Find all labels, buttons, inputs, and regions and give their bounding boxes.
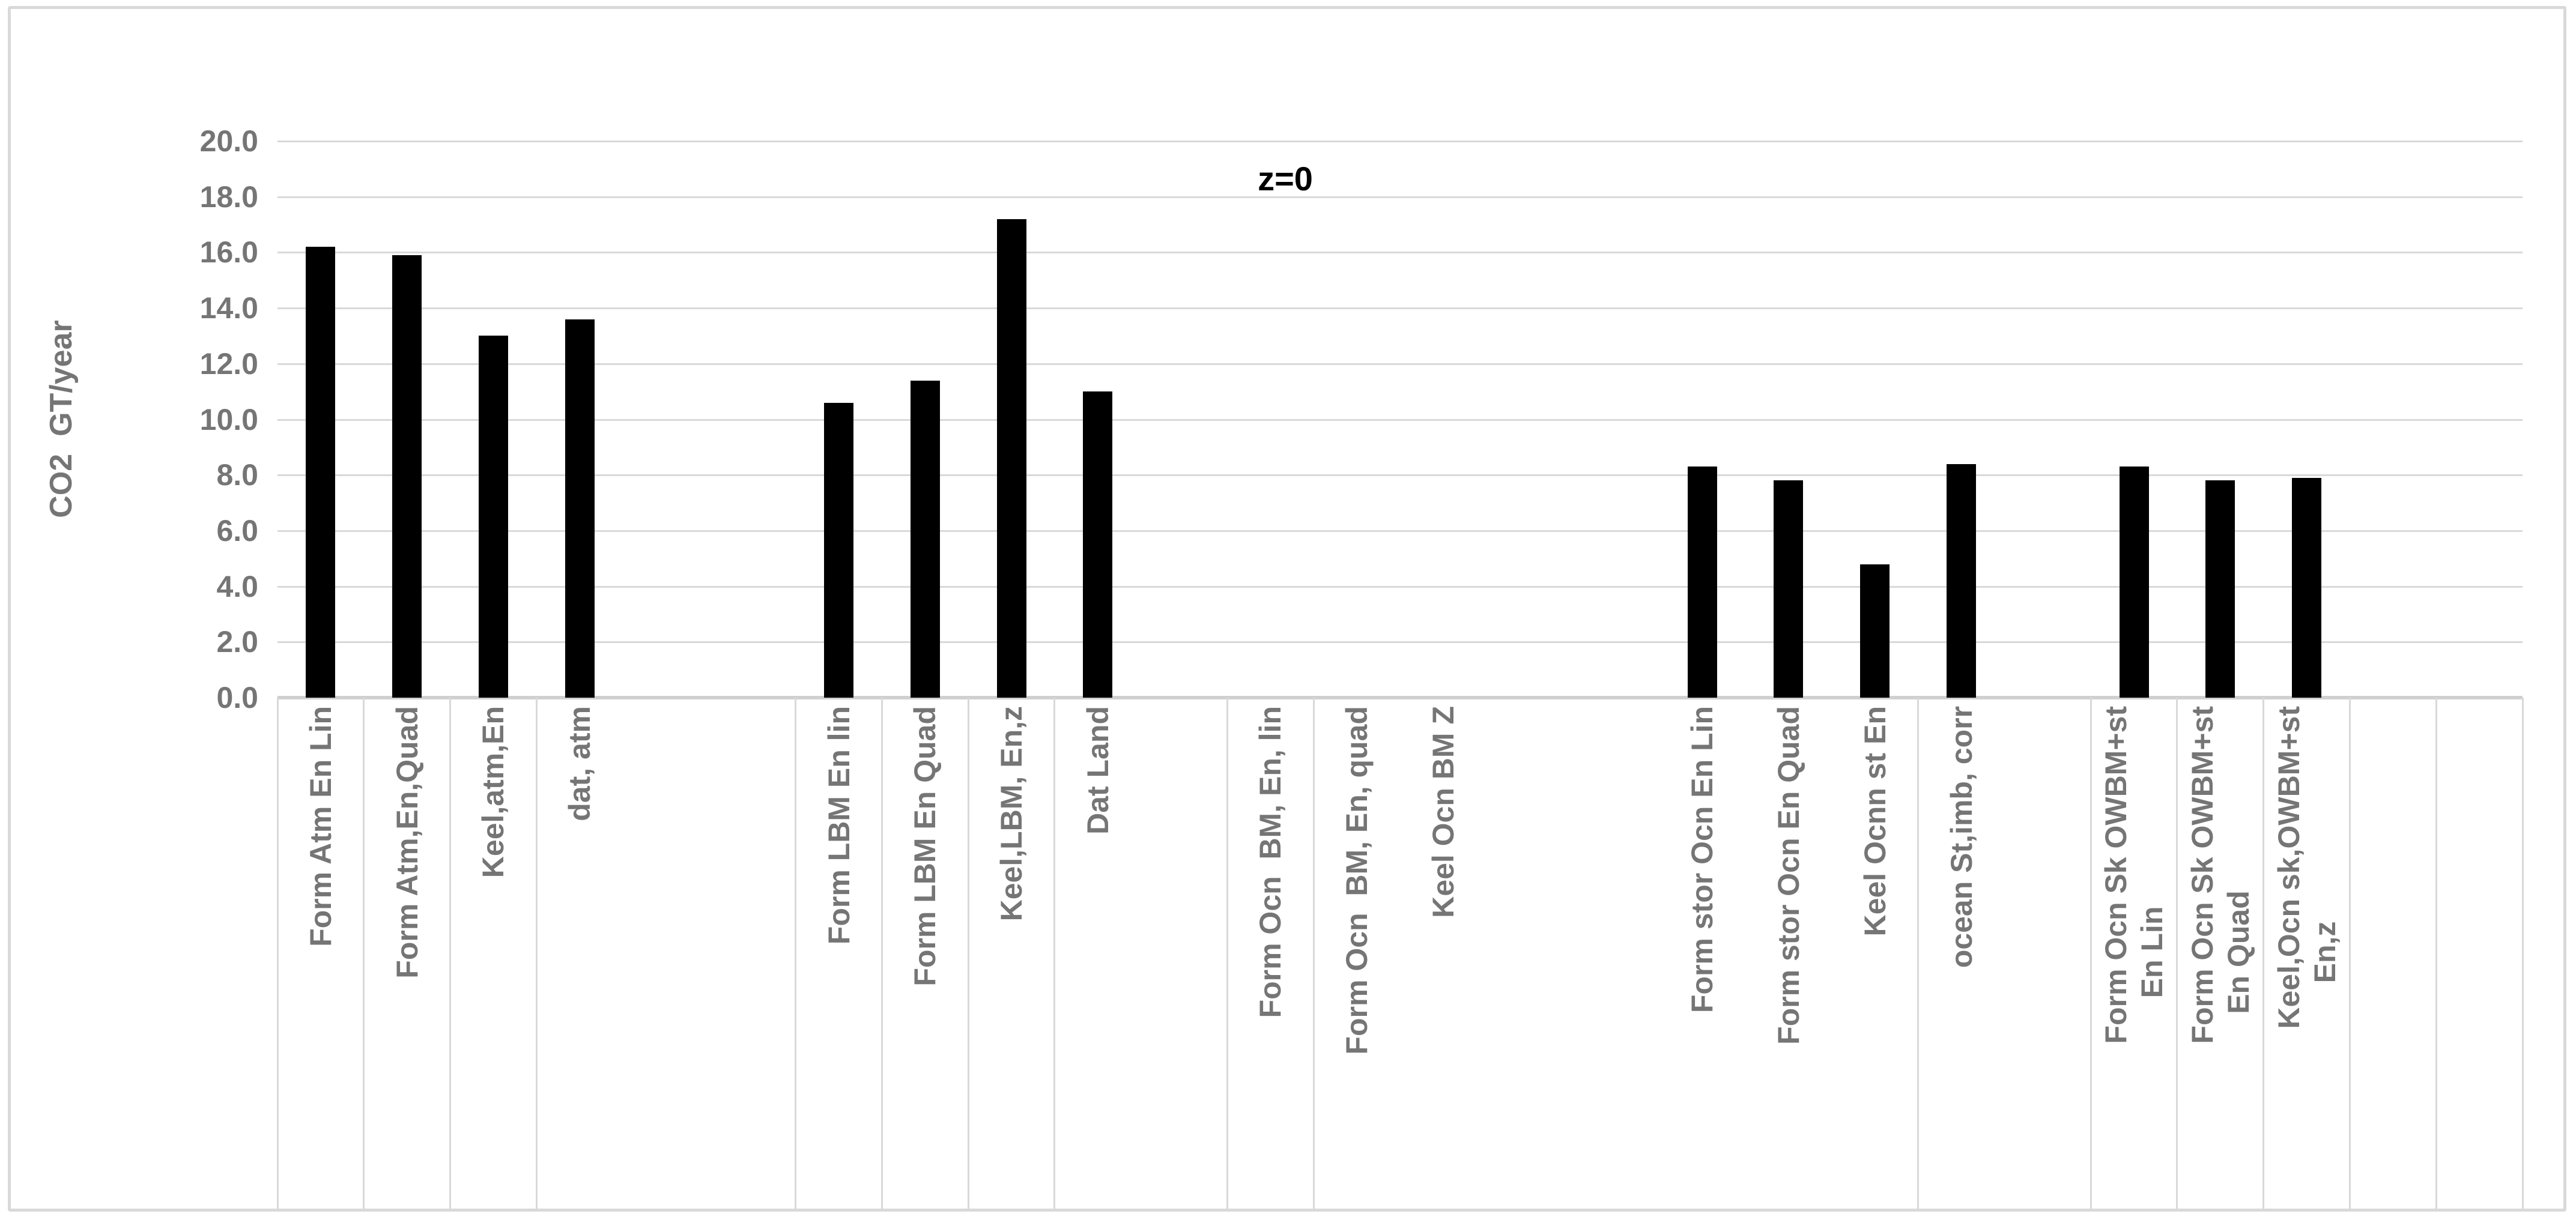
y-axis-tick-label: 12.0 [199, 346, 258, 381]
y-axis-tick-label: 8.0 [216, 458, 258, 492]
category-label: dat, atm [562, 706, 598, 1198]
gridline [277, 140, 2523, 142]
category-label: Form Ocn BM, En, quad [1339, 706, 1375, 1198]
gridline [277, 418, 2523, 421]
category-separator [2435, 698, 2437, 1209]
gridline [277, 363, 2523, 365]
gridline [277, 641, 2523, 644]
bar[interactable] [1687, 467, 1717, 698]
category-label-line: Form LBM En Quad [908, 706, 942, 986]
bar[interactable] [1774, 480, 1804, 698]
gridline [277, 307, 2523, 310]
category-label-line: Form Ocn BM, En, lin [1253, 706, 1288, 1018]
bar[interactable] [1860, 564, 1890, 698]
category-label-line: Form Atm En Lin [303, 706, 338, 947]
category-label-line: Dat Land [1080, 706, 1115, 835]
category-separator [880, 698, 883, 1209]
category-label: Keel,atm,En [475, 706, 511, 1198]
y-axis-tick-label: 14.0 [199, 291, 258, 325]
category-label: Form Atm En Lin [303, 706, 339, 1198]
category-label-line: Keel,Ocn sk,OWBM+st [2271, 706, 2306, 1029]
y-axis-title: CO2 GT/year [44, 320, 79, 518]
bar[interactable] [392, 255, 422, 698]
category-separator [276, 698, 279, 1209]
category-label-line: dat, atm [563, 706, 597, 821]
category-separator [967, 698, 969, 1209]
y-axis-tick-label: 6.0 [216, 513, 258, 548]
category-label: ocean St,imb, corr [1944, 706, 1980, 1198]
y-axis-tick-label: 2.0 [216, 625, 258, 659]
category-label: Keel Ocn BM Z [1425, 706, 1461, 1198]
category-label-line: Keel,atm,En [476, 706, 511, 878]
bar[interactable] [565, 319, 595, 698]
bar[interactable] [2205, 480, 2235, 698]
category-label: Keel,Ocn sk,OWBM+st En,z [2271, 706, 2343, 1198]
bar[interactable] [1947, 464, 1976, 698]
category-separator [363, 698, 365, 1209]
category-label-line: Form Ocn Sk OWBM+st [2099, 706, 2133, 1044]
bar[interactable] [2292, 477, 2322, 698]
bar[interactable] [910, 380, 940, 698]
category-label-line: Form Ocn Sk OWBM+st [2185, 706, 2219, 1044]
category-label-line: Keel Ocn BM Z [1426, 706, 1460, 918]
category-label: Form Ocn Sk OWBM+st En Quad [2184, 706, 2256, 1198]
category-separator [2521, 698, 2524, 1209]
chart-annotation: z=0 [1258, 160, 1313, 198]
category-label: Form stor Ocn En Lin [1684, 706, 1720, 1198]
category-label: Form LBM En lin [821, 706, 857, 1198]
category-label: Form Atm,En,Quad [389, 706, 425, 1198]
y-axis-tick-label: 18.0 [199, 180, 258, 214]
category-label-line: ocean St,imb, corr [1944, 706, 1978, 968]
category-separator [1312, 698, 1315, 1209]
category-separator [1226, 698, 1228, 1209]
category-label: Form LBM En Quad [907, 706, 943, 1198]
category-separator [1053, 698, 1056, 1209]
gridline [277, 530, 2523, 532]
category-label: Form Ocn Sk OWBM+st En Lin [2098, 706, 2170, 1198]
bar[interactable] [2119, 467, 2149, 698]
category-separator [2176, 698, 2178, 1209]
category-separator [2090, 698, 2092, 1209]
y-axis-tick-label: 20.0 [199, 124, 258, 158]
category-separator [1917, 698, 1920, 1209]
bar[interactable] [996, 219, 1026, 698]
category-label-line: Form stor Ocn En Quad [1771, 706, 1805, 1045]
x-axis-line [277, 696, 2523, 699]
category-label-line: Keel Ocnn st En [1858, 706, 1892, 937]
y-axis-tick-label: 16.0 [199, 235, 258, 270]
category-label-line: En Quad [2221, 890, 2255, 1014]
category-label-line: Form LBM En lin [822, 706, 856, 945]
y-axis-tick-label: 0.0 [216, 681, 258, 714]
bar[interactable] [824, 402, 853, 698]
y-axis-tick-label: 10.0 [199, 402, 258, 436]
category-label: Form stor Ocn En Quad [1771, 706, 1807, 1198]
category-label-line: En,z [2308, 921, 2342, 983]
category-separator [449, 698, 452, 1209]
y-axis-tick-label: 4.0 [216, 569, 258, 603]
category-separator [795, 698, 797, 1209]
category-separator [2262, 698, 2265, 1209]
category-label-line: Keel,LBM, En,z [995, 706, 1029, 922]
category-label: Keel,LBM, En,z [993, 706, 1029, 1198]
category-label: Dat Land [1080, 706, 1116, 1198]
bar[interactable] [306, 247, 336, 698]
category-label-line: Form stor Ocn En Lin [1685, 706, 1720, 1013]
category-separator [535, 698, 538, 1209]
gridline [277, 585, 2523, 588]
gridline [277, 474, 2523, 477]
category-label-line: En Lin [2135, 906, 2169, 998]
bar[interactable] [478, 336, 508, 698]
gridline [277, 252, 2523, 254]
category-label-line: Form Ocn BM, En, quad [1340, 706, 1374, 1055]
category-separator [2348, 698, 2351, 1209]
category-label-line: Form Atm,En,Quad [390, 706, 424, 979]
gridline [277, 196, 2523, 198]
category-label: Keel Ocnn st En [1857, 706, 1893, 1198]
category-label: Form Ocn BM, En, lin [1252, 706, 1288, 1198]
bar[interactable] [1083, 391, 1113, 698]
